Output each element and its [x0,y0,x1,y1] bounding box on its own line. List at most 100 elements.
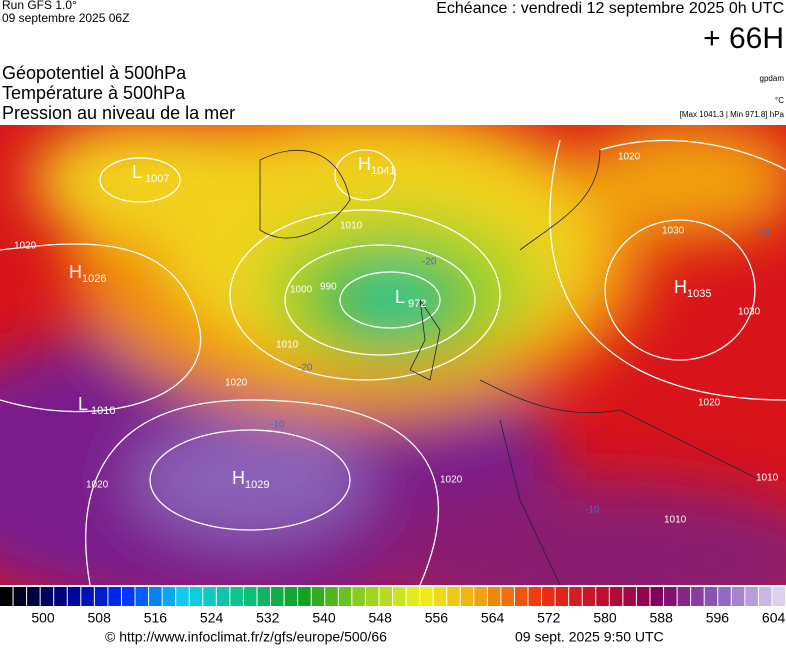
colorbar-swatch [731,587,745,606]
colorbar-swatch [718,587,731,606]
colorbar-label: 508 [88,610,112,626]
isobar-label: 1010 [756,473,779,484]
colorbar-label: 596 [706,610,730,626]
colorbar-label: 532 [256,610,280,626]
field: Pression au niveau de la mer [2,103,235,123]
colorbar-swatch [636,587,650,606]
colorbar-swatch [501,587,514,606]
center-type: H [232,468,245,488]
colorbar-swatch [162,587,176,606]
colorbar-swatch [40,587,54,606]
coastlines [259,149,761,585]
colorbar-swatch [271,587,284,606]
extremes: [Max 1041.3 | Min 971.8] hPa [680,110,785,119]
run-date: 09 septembre 2025 06Z [2,11,129,25]
colorbar-swatch [338,587,352,606]
isobar-label: 1010 [664,515,687,526]
colorbar-swatch [108,587,121,606]
center-type: H [358,154,371,174]
colorbar-swatch [230,587,243,606]
colorbar-swatch [433,587,447,606]
temperature-label: -20 [755,228,770,239]
isobar-label: 1030 [662,226,685,237]
center-type: L [132,162,142,182]
colorbar-swatch [325,587,338,606]
temperature-label: -10 [270,420,285,431]
isobar-label: 1020 [618,152,641,163]
colorbar-swatch [650,587,664,606]
colorbar-swatch [555,587,569,606]
colorbar-swatch [121,587,135,606]
temperature-label: -20 [422,257,437,268]
colorbar-label: 580 [593,610,617,626]
colorbar-swatch [569,587,582,606]
colorbar-label: 548 [369,610,393,626]
colorbar-swatch [365,587,379,606]
colorbar-swatch [704,587,718,606]
colorbar-swatch [406,587,420,606]
isobar-label: 1030 [738,307,761,318]
colorbar-label: 540 [312,610,336,626]
colorbar-label: 588 [650,610,674,626]
isobar-label: 1000 [290,285,313,296]
colorbar-swatch [474,587,487,606]
center-type: L [78,394,88,414]
isobar-label: 1020 [698,398,721,409]
colorbar-swatch [67,587,81,606]
colorbar-swatch [243,587,257,606]
colorbar-swatch [0,587,13,606]
colorbar-swatch [447,587,460,606]
colorbar-swatch [596,587,609,606]
isobar-label: 1010 [340,221,363,232]
colorbar-label: 604 [762,610,786,626]
colorbar-swatch [352,587,365,606]
center-value: 1010 [91,405,115,417]
colorbar-swatch [420,587,433,606]
colorbar-swatch [623,587,636,606]
isobar-label: 1010 [276,340,299,351]
colorbar-swatch [582,587,596,606]
isobar-label: 1020 [14,241,37,252]
colorbar-swatch [691,587,704,606]
map [0,125,786,585]
colorbar-swatch [149,587,162,606]
colorbar-swatch [487,587,501,606]
colorbar-label: 524 [200,610,224,626]
isobar-label: 1020 [86,480,109,491]
header: Run GFS 1.0° 09 septembre 2025 06Z Echéa… [2,0,785,123]
run: Run GFS 1.0° [2,0,77,12]
center-value: 972 [408,298,426,310]
temperature-label: -10 [585,505,600,516]
colorbar-label: 516 [144,610,168,626]
valid-time: Echéance : vendredi 12 septembre 2025 0h… [436,0,784,17]
colorbar-swatch [677,587,691,606]
colorbar-swatch [460,587,474,606]
isobar-label: 1020 [440,475,463,486]
colorbar-swatch [176,587,189,606]
isobars [0,139,786,585]
colorbar-swatch [27,587,40,606]
colorbar-swatch [758,587,772,606]
colorbar-swatch [298,587,311,606]
colorbar-swatch [284,587,298,606]
center-type: L [395,287,405,307]
footer-url: © http://www.infoclimat.fr/z/gfs/europe/… [105,629,387,645]
center-value: 1035 [687,288,711,300]
colorbar-swatch [81,587,94,606]
colorbar-swatch [745,587,758,606]
colorbar-swatch [772,587,785,606]
colorbar-swatch [379,587,392,606]
colorbar-swatch [135,587,149,606]
colorbar-label: 564 [481,610,505,626]
colorbar-swatch [189,587,203,606]
colorbar-swatch [13,587,27,606]
unit: gpdam [760,74,785,83]
colorbar-swatch [203,587,216,606]
colorbar-swatch [542,587,555,606]
colorbar-swatch [54,587,67,606]
center-value: 1041 [371,165,395,177]
colorbar-swatch [528,587,542,606]
unit: °C [775,96,784,105]
center-value: 1026 [82,273,106,285]
